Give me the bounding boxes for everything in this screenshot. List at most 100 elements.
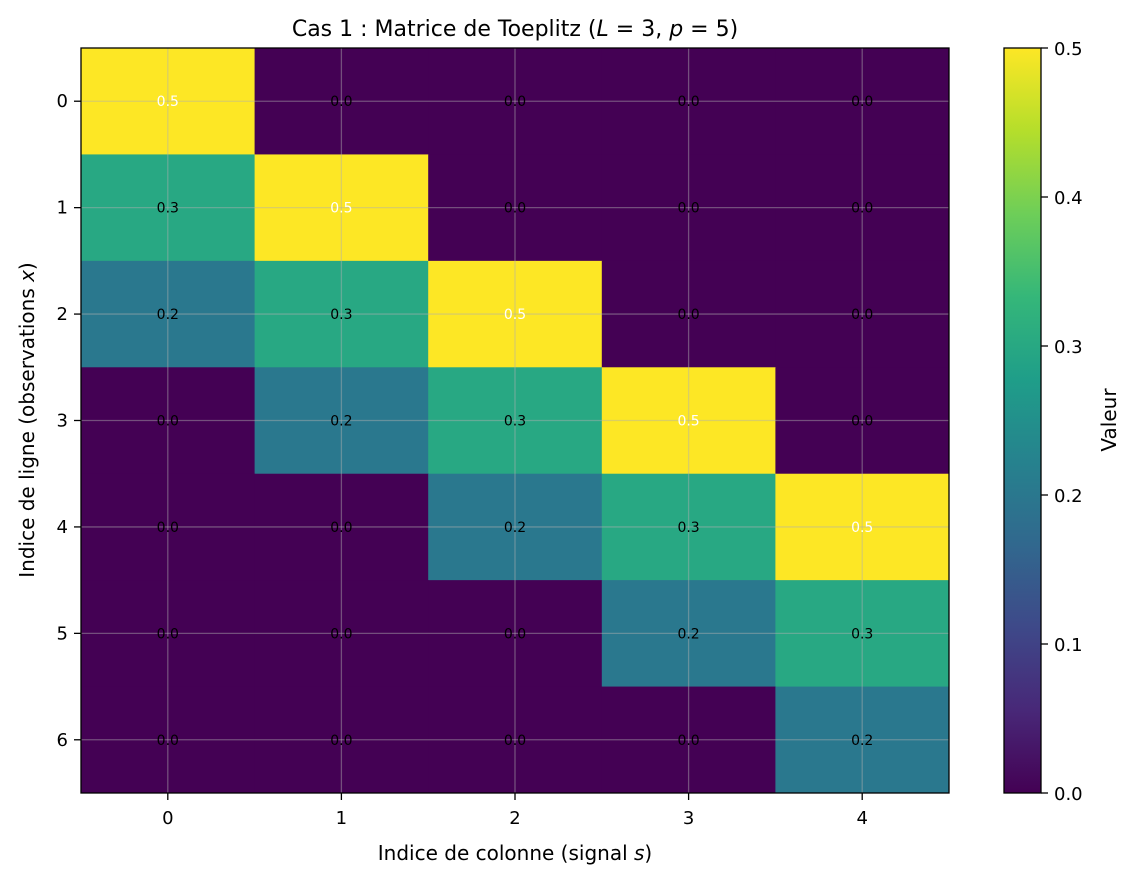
cell-value-label: 0.3 — [157, 201, 179, 217]
heatmap-cell — [81, 48, 256, 155]
colorbar-tick-label: 0.0 — [1054, 784, 1083, 805]
colorbar-tick-label: 0.4 — [1054, 188, 1083, 209]
cell-value-label: 0.0 — [504, 201, 526, 217]
heatmap-cell — [601, 154, 776, 262]
cell-value-label: 0.0 — [157, 520, 179, 536]
x-axis-ticks: 0 1 2 3 4 — [162, 793, 868, 829]
heatmap-cell — [601, 686, 776, 794]
heatmap-cell — [254, 154, 429, 262]
x-tick-label: 4 — [856, 808, 867, 829]
cell-value-label: 0.5 — [157, 94, 179, 110]
colorbar-label: Valeur — [1097, 388, 1121, 452]
heatmap-cell — [775, 367, 950, 475]
cell-value-label: 0.0 — [677, 733, 699, 749]
y-tick-label: 3 — [57, 411, 68, 432]
cell-value-label: 0.0 — [330, 94, 352, 110]
heatmap-cell — [601, 473, 776, 581]
grid-lines — [81, 48, 949, 793]
heatmap-cell — [775, 48, 950, 155]
cell-value-label: 0.2 — [157, 307, 179, 323]
y-axis-label: Indice de ligne (observations x) — [15, 262, 39, 578]
cell-value-label: 0.3 — [677, 520, 699, 536]
heatmap-cell — [428, 473, 603, 581]
heatmap-cells — [81, 48, 950, 794]
heatmap-cell — [775, 580, 950, 688]
cell-value-label: 0.0 — [157, 626, 179, 642]
heatmap-cell — [775, 686, 950, 794]
colorbar-tick-label: 0.2 — [1054, 486, 1083, 507]
heatmap-cell — [254, 580, 429, 688]
cell-value-label: 0.3 — [330, 307, 352, 323]
cell-value-label: 0.2 — [677, 626, 699, 642]
heatmap-cell — [428, 48, 603, 155]
x-axis-label: Indice de colonne (signal s) — [378, 841, 652, 865]
cell-value-label: 0.0 — [504, 626, 526, 642]
heatmap-cell — [601, 580, 776, 688]
cell-value-label: 0.0 — [677, 94, 699, 110]
cell-value-label: 0.3 — [851, 626, 873, 642]
y-tick-label: 4 — [57, 517, 68, 538]
heatmap-cell — [428, 686, 603, 794]
cell-value-label: 0.0 — [157, 733, 179, 749]
cell-value-label: 0.0 — [851, 201, 873, 217]
y-tick-label: 1 — [57, 198, 68, 219]
heatmap-cell — [81, 580, 256, 688]
cell-value-label: 0.0 — [504, 94, 526, 110]
cell-value-label: 0.0 — [851, 94, 873, 110]
heatmap-cell — [601, 48, 776, 155]
colorbar — [1004, 48, 1041, 793]
colorbar-ticks: 0.0 0.1 0.2 0.3 0.4 0.5 — [1041, 39, 1083, 805]
heatmap-cell — [81, 367, 256, 475]
cell-value-label: 0.2 — [851, 733, 873, 749]
heatmap-cell — [428, 580, 603, 688]
cell-value-label: 0.5 — [504, 307, 526, 323]
cell-value-label: 0.2 — [330, 414, 352, 430]
heatmap-cell — [775, 154, 950, 262]
x-tick-label: 2 — [509, 808, 520, 829]
x-tick-label: 1 — [336, 808, 347, 829]
cell-value-label: 0.0 — [851, 307, 873, 323]
heatmap-cell — [254, 473, 429, 581]
heatmap-cell — [254, 260, 429, 368]
cell-value-label: 0.2 — [504, 520, 526, 536]
heatmap-cell — [81, 154, 256, 262]
y-tick-label: 0 — [57, 91, 68, 112]
heatmap-cell — [428, 154, 603, 262]
y-tick-label: 6 — [57, 730, 68, 751]
y-tick-label: 2 — [57, 304, 68, 325]
cell-value-label: 0.0 — [330, 520, 352, 536]
cell-value-label: 0.0 — [330, 626, 352, 642]
heatmap-cell — [775, 260, 950, 368]
cell-value-label: 0.5 — [330, 201, 352, 217]
y-axis-ticks: 0 1 2 3 4 5 6 — [57, 91, 81, 751]
heatmap-cell — [81, 473, 256, 581]
cell-value-label: 0.0 — [330, 733, 352, 749]
cell-value-label: 0.0 — [677, 201, 699, 217]
heatmap-cell — [81, 686, 256, 794]
cell-value-label: 0.3 — [504, 414, 526, 430]
chart-title: Cas 1 : Matrice de Toeplitz (L = 3, p = … — [292, 17, 738, 42]
heatmap-cell — [428, 367, 603, 475]
heatmap-cell — [775, 473, 950, 581]
cell-value-label: 0.5 — [851, 520, 873, 536]
x-tick-label: 0 — [162, 808, 173, 829]
colorbar-tick-label: 0.3 — [1054, 337, 1083, 358]
heatmap-cell — [81, 260, 256, 368]
heatmap-cell — [428, 260, 603, 368]
cell-value-labels: 0.5 0.0 0.0 0.0 0.0 0.3 0.5 0.0 0.0 0.0 0.2 0.3 0.5 0… — [157, 94, 874, 749]
cell-value-label: 0.0 — [677, 307, 699, 323]
heatmap-cell — [601, 367, 776, 475]
cell-value-label: 0.0 — [851, 414, 873, 430]
colorbar-tick-label: 0.1 — [1054, 635, 1083, 656]
colorbar-tick-label: 0.5 — [1054, 39, 1083, 60]
heatmap-cell — [601, 260, 776, 368]
colorbar-frame — [1003, 47, 1042, 794]
heatmap-cell — [254, 686, 429, 794]
cell-value-label: 0.5 — [677, 414, 699, 430]
cell-value-label: 0.0 — [504, 733, 526, 749]
y-tick-label: 5 — [57, 623, 68, 644]
heatmap-cell — [254, 367, 429, 475]
x-tick-label: 3 — [683, 808, 694, 829]
heatmap-cell — [254, 48, 429, 155]
